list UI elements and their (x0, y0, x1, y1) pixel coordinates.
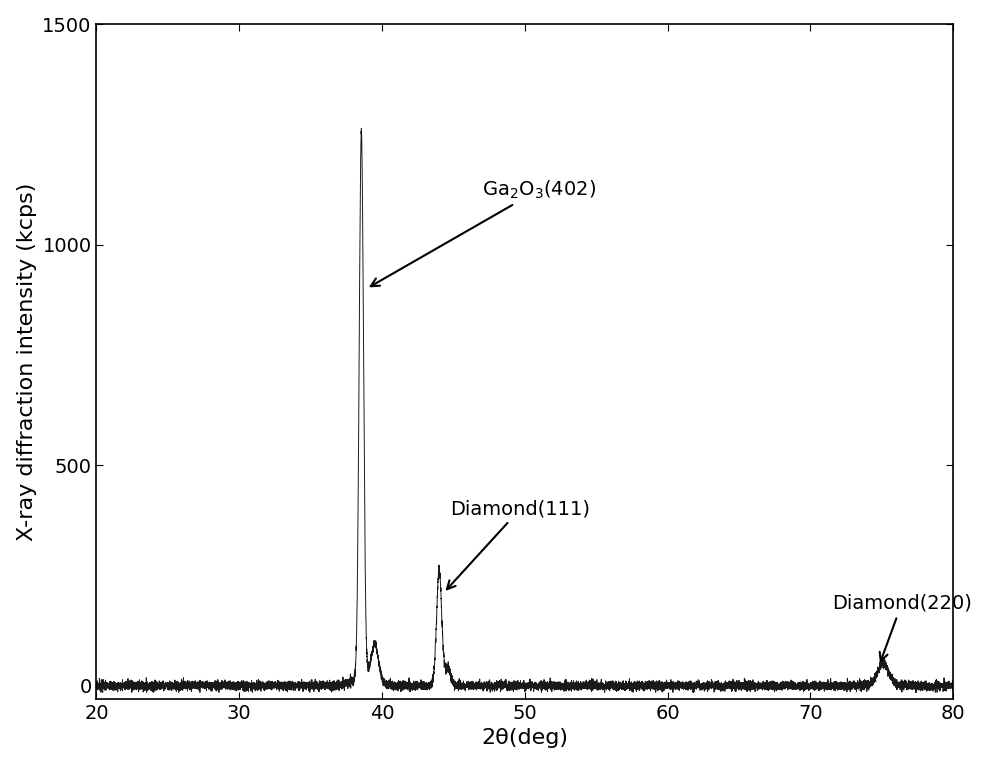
Text: Diamond(220): Diamond(220) (832, 594, 972, 661)
X-axis label: 2θ(deg): 2θ(deg) (481, 728, 568, 748)
Y-axis label: X-ray diffraction intensity (kcps): X-ray diffraction intensity (kcps) (17, 182, 37, 541)
Text: Ga$_2$O$_3$(402): Ga$_2$O$_3$(402) (371, 178, 596, 286)
Text: Diamond(111): Diamond(111) (447, 499, 591, 589)
